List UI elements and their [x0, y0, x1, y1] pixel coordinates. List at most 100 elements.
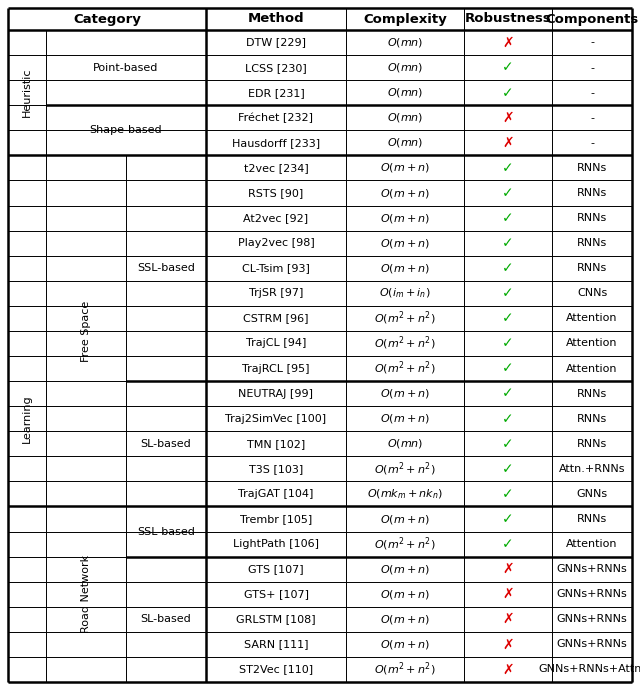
Text: Free Space: Free Space — [81, 300, 91, 362]
Text: TrajGAT [104]: TrajGAT [104] — [238, 489, 314, 499]
Text: $O(m + n)$: $O(m + n)$ — [380, 613, 430, 626]
Text: $O(mn)$: $O(mn)$ — [387, 437, 423, 451]
Text: Complexity: Complexity — [363, 12, 447, 26]
Text: ✗: ✗ — [502, 612, 514, 627]
Text: ✓: ✓ — [502, 487, 514, 501]
Text: RNNs: RNNs — [577, 514, 607, 524]
Text: ✗: ✗ — [502, 136, 514, 150]
Text: RSTS [90]: RSTS [90] — [248, 188, 303, 198]
Text: ✗: ✗ — [502, 562, 514, 576]
Text: DTW [229]: DTW [229] — [246, 37, 306, 48]
Text: EDR [231]: EDR [231] — [248, 88, 305, 98]
Text: Method: Method — [248, 12, 304, 26]
Text: $O(i_m + i_n)$: $O(i_m + i_n)$ — [380, 286, 431, 300]
Text: -: - — [590, 112, 594, 123]
Text: RNNs: RNNs — [577, 414, 607, 424]
Text: Attention: Attention — [566, 313, 618, 324]
Text: ✗: ✗ — [502, 638, 514, 651]
Text: Components: Components — [545, 12, 639, 26]
Text: At2vec [92]: At2vec [92] — [243, 213, 308, 223]
Text: RNNs: RNNs — [577, 263, 607, 273]
Text: GNNs+RNNs: GNNs+RNNs — [557, 614, 627, 624]
Text: -: - — [590, 37, 594, 48]
Text: SSL-based: SSL-based — [137, 526, 195, 537]
Text: LightPath [106]: LightPath [106] — [233, 539, 319, 549]
Text: ✓: ✓ — [502, 362, 514, 375]
Text: CSTRM [96]: CSTRM [96] — [243, 313, 308, 324]
Text: Road Network: Road Network — [81, 555, 91, 633]
Text: $O(m + n)$: $O(m + n)$ — [380, 562, 430, 575]
Text: Attn.+RNNs: Attn.+RNNs — [559, 464, 625, 474]
Text: Fréchet [232]: Fréchet [232] — [239, 112, 314, 123]
Text: ✗: ✗ — [502, 111, 514, 125]
Text: SARN [111]: SARN [111] — [244, 640, 308, 649]
Text: RNNs: RNNs — [577, 238, 607, 248]
Text: ✓: ✓ — [502, 462, 514, 476]
Text: Trembr [105]: Trembr [105] — [240, 514, 312, 524]
Text: GTS [107]: GTS [107] — [248, 564, 304, 574]
Text: ✗: ✗ — [502, 662, 514, 676]
Text: ✓: ✓ — [502, 86, 514, 99]
Text: $O(m + n)$: $O(m + n)$ — [380, 161, 430, 175]
Text: $O(m + n)$: $O(m + n)$ — [380, 387, 430, 400]
Text: $O(m + n)$: $O(m + n)$ — [380, 186, 430, 199]
Text: Play2vec [98]: Play2vec [98] — [237, 238, 314, 248]
Text: -: - — [590, 63, 594, 72]
Text: $O(mn)$: $O(mn)$ — [387, 137, 423, 149]
Text: ✗: ✗ — [502, 587, 514, 601]
Text: ST2Vec [110]: ST2Vec [110] — [239, 664, 313, 674]
Text: ✓: ✓ — [502, 236, 514, 250]
Text: Point-based: Point-based — [93, 63, 159, 72]
Text: RNNs: RNNs — [577, 188, 607, 198]
Text: $O(m + n)$: $O(m + n)$ — [380, 212, 430, 224]
Text: GRLSTM [108]: GRLSTM [108] — [236, 614, 316, 624]
Text: -: - — [590, 88, 594, 98]
Text: SL-based: SL-based — [141, 614, 191, 624]
Text: $O(m + n)$: $O(m + n)$ — [380, 412, 430, 425]
Text: $O(m^2 + n^2)$: $O(m^2 + n^2)$ — [374, 335, 436, 353]
Text: ✓: ✓ — [502, 512, 514, 526]
Text: $O(m^2 + n^2)$: $O(m^2 + n^2)$ — [374, 535, 436, 553]
Text: GNNs: GNNs — [577, 489, 607, 499]
Text: CNNs: CNNs — [577, 288, 607, 298]
Text: $O(mk_m + nk_n)$: $O(mk_m + nk_n)$ — [367, 487, 443, 501]
Text: TMN [102]: TMN [102] — [247, 439, 305, 449]
Text: RNNs: RNNs — [577, 439, 607, 449]
Text: ✓: ✓ — [502, 61, 514, 75]
Text: $O(mn)$: $O(mn)$ — [387, 111, 423, 124]
Text: $O(m^2 + n^2)$: $O(m^2 + n^2)$ — [374, 310, 436, 327]
Text: $O(mn)$: $O(mn)$ — [387, 86, 423, 99]
Text: t2vec [234]: t2vec [234] — [244, 163, 308, 173]
Text: $O(mn)$: $O(mn)$ — [387, 36, 423, 49]
Text: -: - — [590, 138, 594, 148]
Text: ✓: ✓ — [502, 211, 514, 225]
Text: Learning: Learning — [22, 395, 32, 443]
Text: GNNs+RNNs: GNNs+RNNs — [557, 564, 627, 574]
Text: CL-Tsim [93]: CL-Tsim [93] — [242, 263, 310, 273]
Text: SL-based: SL-based — [141, 439, 191, 449]
Text: ✓: ✓ — [502, 286, 514, 300]
Text: ✓: ✓ — [502, 437, 514, 451]
Text: ✗: ✗ — [502, 36, 514, 50]
Text: SSL-based: SSL-based — [137, 263, 195, 273]
Text: RNNs: RNNs — [577, 388, 607, 399]
Text: GTS+ [107]: GTS+ [107] — [243, 589, 308, 599]
Text: Attention: Attention — [566, 364, 618, 373]
Text: $O(m + n)$: $O(m + n)$ — [380, 513, 430, 526]
Text: TrajCL [94]: TrajCL [94] — [246, 339, 306, 348]
Text: ✓: ✓ — [502, 161, 514, 175]
Text: NEUTRAJ [99]: NEUTRAJ [99] — [239, 388, 314, 399]
Text: $O(m + n)$: $O(m + n)$ — [380, 638, 430, 651]
Text: ✓: ✓ — [502, 337, 514, 351]
Text: $O(m^2 + n^2)$: $O(m^2 + n^2)$ — [374, 660, 436, 678]
Text: $O(m^2 + n^2)$: $O(m^2 + n^2)$ — [374, 460, 436, 477]
Text: $O(mn)$: $O(mn)$ — [387, 61, 423, 74]
Text: LCSS [230]: LCSS [230] — [245, 63, 307, 72]
Text: Heuristic: Heuristic — [22, 68, 32, 117]
Text: $O(m^2 + n^2)$: $O(m^2 + n^2)$ — [374, 359, 436, 377]
Text: ✓: ✓ — [502, 186, 514, 200]
Text: Traj2SimVec [100]: Traj2SimVec [100] — [225, 414, 326, 424]
Text: $O(m + n)$: $O(m + n)$ — [380, 588, 430, 601]
Text: GNNs+RNNs: GNNs+RNNs — [557, 589, 627, 599]
Text: RNNs: RNNs — [577, 163, 607, 173]
